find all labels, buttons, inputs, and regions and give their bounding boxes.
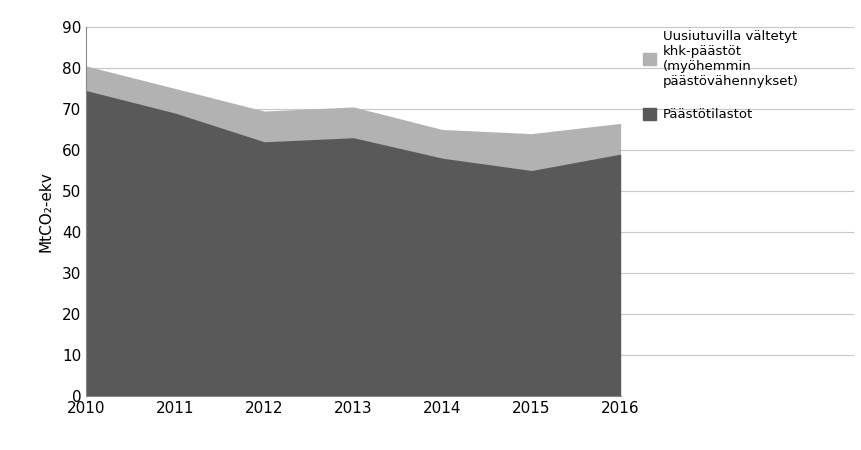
Y-axis label: MtCO₂-ekv: MtCO₂-ekv: [39, 171, 53, 252]
Legend: Uusiutuvilla vältetyt
khk-päästöt
(myöhemmin
päästövähennykset), Päästötilastot: Uusiutuvilla vältetyt khk-päästöt (myöhe…: [642, 30, 798, 121]
